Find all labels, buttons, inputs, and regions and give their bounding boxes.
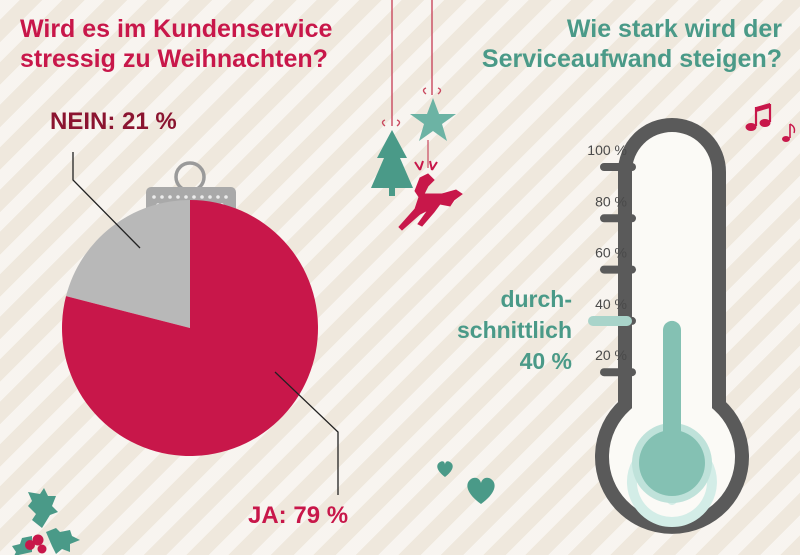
right-title-line-2: Serviceaufwand steigen? xyxy=(481,45,782,73)
tick-label: 40 % xyxy=(595,296,627,312)
small-heart-icon xyxy=(437,461,453,477)
pie-chart xyxy=(61,200,318,456)
thermometer-mercury xyxy=(663,320,681,466)
thermometer-ticks: 100 % 80 % 60 % 40 % 20 % xyxy=(587,142,636,377)
music-notes-icon xyxy=(745,103,796,142)
star-icon xyxy=(410,87,456,141)
holly-icon xyxy=(12,488,80,555)
leader-line-ja xyxy=(274,371,339,495)
tick-label: 60 % xyxy=(595,245,627,261)
left-title-line-2: stressig zu Weihnachten? xyxy=(20,45,328,73)
slice-label-ja: JA: 79 % xyxy=(248,502,349,529)
ornament-hook-loop xyxy=(174,161,206,193)
tick-label: 100 % xyxy=(587,142,627,158)
heart-icon xyxy=(467,477,495,504)
average-annotation: durch- schnittlich 40 % xyxy=(457,284,572,377)
slice-label-nein: NEIN: 21 % xyxy=(50,108,177,135)
pie-slice-ja xyxy=(61,200,318,456)
pie-slice-nein xyxy=(66,200,190,328)
right-title: Wie stark wird der Serviceaufwand steige… xyxy=(482,14,782,74)
christmas-tree-icon xyxy=(371,119,413,196)
left-title: Wird es im Kundenservice stressig zu Wei… xyxy=(20,14,332,74)
average-marker xyxy=(588,316,632,326)
average-annotation-line-1: durch- xyxy=(500,286,572,312)
reindeer-icon xyxy=(398,160,463,231)
right-title-line-1: Wie stark wird der xyxy=(566,15,782,43)
tick-label: 80 % xyxy=(595,193,627,209)
left-title-line-1: Wird es im Kundenservice xyxy=(20,15,333,43)
tick-label: 20 % xyxy=(595,347,627,363)
leader-line-nein xyxy=(72,152,141,249)
average-annotation-line-2: schnittlich xyxy=(456,317,572,343)
average-annotation-line-3: 40 % xyxy=(519,348,572,374)
